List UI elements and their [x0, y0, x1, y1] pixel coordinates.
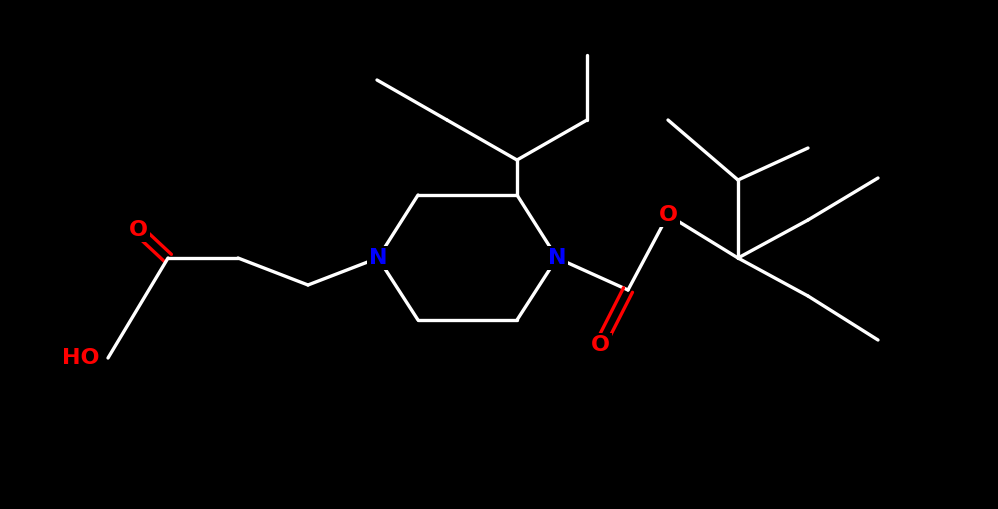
Text: O: O	[129, 220, 148, 240]
Text: HO: HO	[63, 348, 100, 368]
Text: N: N	[368, 248, 387, 268]
Text: O: O	[591, 335, 610, 355]
Text: O: O	[659, 205, 678, 225]
Text: N: N	[548, 248, 566, 268]
